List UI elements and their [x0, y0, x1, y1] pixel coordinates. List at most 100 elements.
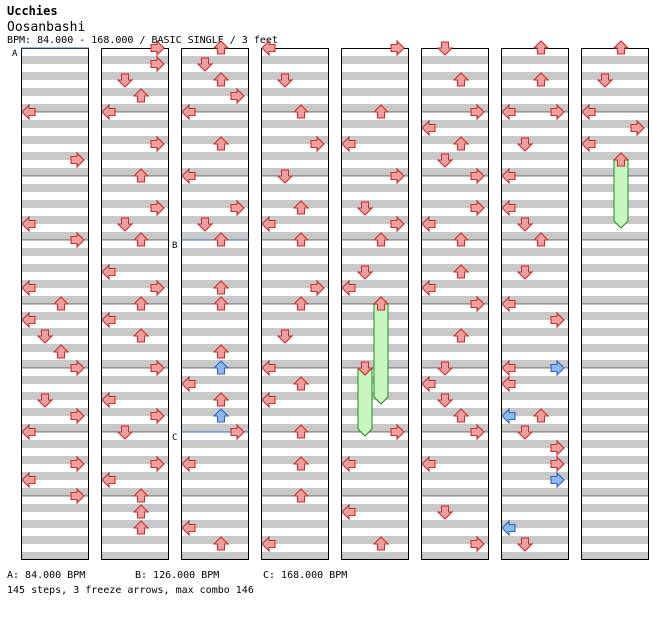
beat-band [581, 136, 649, 144]
beat-band [341, 520, 409, 528]
step-arrow-left [501, 295, 516, 313]
beat-band [341, 536, 409, 544]
beat-band [581, 248, 649, 256]
step-arrow-left [101, 311, 116, 329]
beat-band [181, 424, 249, 432]
step-arrow-left [181, 519, 196, 537]
step-arrow-right [310, 135, 325, 153]
beat-band [101, 440, 169, 448]
beat-band [341, 216, 409, 224]
beat-band [21, 136, 89, 144]
chart-column [101, 48, 169, 560]
step-arrow-up [212, 40, 230, 55]
column-border [101, 48, 169, 560]
beat-band [501, 472, 569, 480]
beat-band [21, 232, 89, 240]
beat-band [181, 504, 249, 512]
chart-info: BPM: 84.000 - 168.000 / BASIC SINGLE / 3… [7, 35, 278, 46]
beat-band [341, 248, 409, 256]
step-arrow-left [101, 471, 116, 489]
beat-band [341, 120, 409, 128]
beat-band [341, 168, 409, 176]
beat-band [581, 344, 649, 352]
beat-band [501, 376, 569, 384]
beat-band [421, 184, 489, 192]
step-arrow-up [212, 72, 230, 87]
beat-band [21, 88, 89, 96]
step-arrow-right [550, 439, 565, 457]
beat-band [101, 88, 169, 96]
beat-band [181, 216, 249, 224]
step-arrow-left [421, 119, 436, 137]
beat-band [341, 136, 409, 144]
step-arrow-up [132, 488, 150, 503]
bpm-legend-b: B: 126.000 BPM [135, 570, 220, 581]
step-arrow-left [501, 167, 516, 185]
step-arrow-right [150, 199, 165, 217]
beat-band [181, 104, 249, 112]
beat-band [341, 504, 409, 512]
step-arrow-left [501, 375, 516, 393]
step-arrow-left [501, 199, 516, 217]
beat-band [21, 216, 89, 224]
step-arrow-up [132, 296, 150, 311]
beat-band [21, 344, 89, 352]
beat-band [181, 168, 249, 176]
bpm-change-label: B [172, 241, 177, 251]
step-arrow-right [230, 199, 245, 217]
bpm-legend-a: A: 84.000 BPM [7, 570, 86, 581]
step-arrow-left [21, 423, 36, 441]
beat-band [101, 376, 169, 384]
beat-band [501, 552, 569, 560]
step-arrow-up [452, 408, 470, 423]
step-arrow-left [101, 263, 116, 281]
beat-band [421, 328, 489, 336]
step-arrow-left [21, 215, 36, 233]
bpm-change-label: C [172, 433, 177, 443]
beat-band [21, 152, 89, 160]
step-arrow-down [116, 73, 134, 88]
step-arrow-up [212, 280, 230, 295]
beat-band [101, 408, 169, 416]
step-arrow-down [276, 169, 294, 184]
step-arrow-left [501, 359, 516, 377]
step-stats: 145 steps, 3 freeze arrows, max combo 14… [7, 585, 254, 596]
step-arrow-up [292, 200, 310, 215]
beat-band [421, 56, 489, 64]
step-arrow-down [356, 201, 374, 216]
beat-band [101, 392, 169, 400]
beat-band [501, 536, 569, 544]
beat-band [421, 136, 489, 144]
step-arrow-left [181, 375, 196, 393]
step-arrow-down [516, 537, 534, 552]
beat-band [421, 312, 489, 320]
beat-band [581, 408, 649, 416]
beat-band [181, 520, 249, 528]
beat-band [101, 472, 169, 480]
beat-band [21, 168, 89, 176]
step-arrow-right [150, 55, 165, 73]
beat-band [421, 472, 489, 480]
step-arrow-down [356, 361, 374, 376]
step-arrow-up [212, 408, 230, 423]
beat-band [421, 88, 489, 96]
step-arrow-right [150, 279, 165, 297]
beat-band [501, 232, 569, 240]
step-arrow-up [132, 168, 150, 183]
step-arrow-down [196, 217, 214, 232]
beat-band [261, 536, 329, 544]
step-arrow-up [372, 232, 390, 247]
step-arrow-up [532, 232, 550, 247]
beat-band [421, 456, 489, 464]
beat-band [21, 392, 89, 400]
step-arrow-up [212, 232, 230, 247]
beat-band [101, 200, 169, 208]
beat-band [581, 552, 649, 560]
beat-band [181, 536, 249, 544]
step-arrow-down [276, 329, 294, 344]
beat-band [261, 376, 329, 384]
step-arrow-up [292, 424, 310, 439]
column-border [341, 48, 409, 560]
step-arrow-right [70, 487, 85, 505]
beat-band [181, 440, 249, 448]
